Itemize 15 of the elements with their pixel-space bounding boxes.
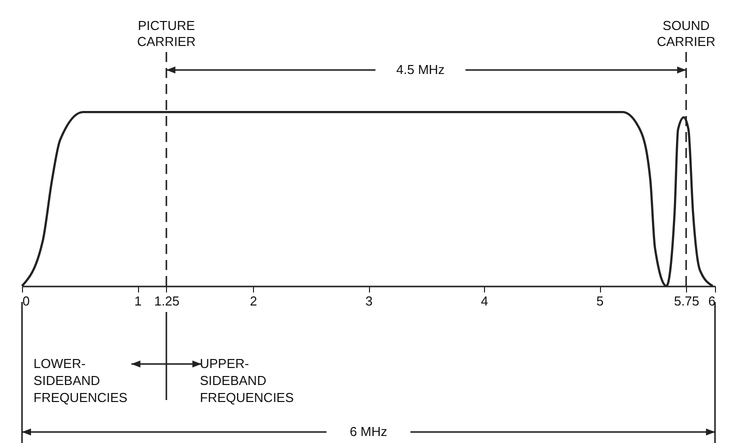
text: UPPER-SIDEBAND FREQUENCIES: [200, 356, 294, 405]
x-tick-label: 5: [596, 294, 604, 308]
x-tick-label: 2: [250, 294, 258, 308]
x-tick-label: 0: [22, 294, 30, 308]
ref-line-label: SOUND CARRIER: [656, 18, 716, 49]
ref-line-label: PICTURE CARRIER: [137, 18, 196, 49]
x-tick-label: 4: [480, 294, 488, 308]
x-tick-label: 6: [708, 294, 716, 308]
x-tick-label: 1: [134, 294, 142, 308]
text: 4.5 MHz: [396, 62, 445, 77]
text: 6 MHz: [350, 424, 388, 439]
x-tick-label: 5.75: [674, 294, 700, 308]
x-tick-label: 1.25: [154, 294, 180, 308]
x-tick-label: 3: [365, 294, 373, 308]
text: LOWER-SIDEBAND FREQUENCIES: [34, 356, 128, 405]
